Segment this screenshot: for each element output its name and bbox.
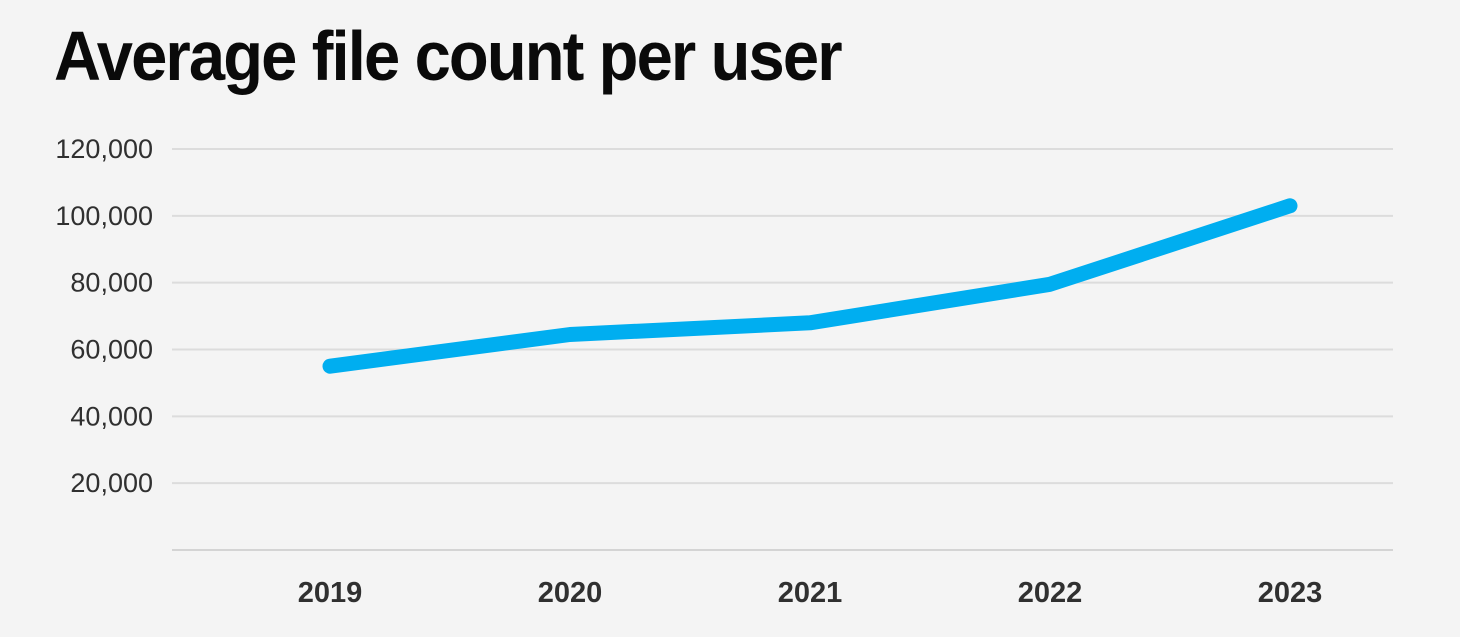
chart-title: Average file count per user (54, 17, 843, 95)
x-axis-tick-label: 2020 (538, 577, 603, 609)
gridlines (172, 148, 1393, 551)
x-axis-tick-label: 2022 (1018, 577, 1083, 609)
y-axis-tick-label: 100,000 (55, 201, 153, 231)
x-axis-tick-label: 2021 (778, 577, 843, 609)
y-axis-tick-label: 40,000 (70, 401, 153, 431)
series-line (322, 198, 1298, 374)
y-axis-tick-label: 120,000 (55, 134, 153, 164)
x-axis-tick-label: 2019 (298, 577, 363, 609)
y-axis-labels: 20,000 40,000 60,000 80,000 100,000 120,000 (55, 134, 153, 498)
x-axis-labels: 2019 2020 2021 2022 2023 (298, 577, 1323, 609)
y-axis-tick-label: 80,000 (70, 268, 153, 298)
y-axis-tick-label: 20,000 (70, 468, 153, 498)
x-axis-tick-label: 2023 (1258, 577, 1323, 609)
y-axis-tick-label: 60,000 (70, 335, 153, 365)
data-series (322, 198, 1298, 374)
